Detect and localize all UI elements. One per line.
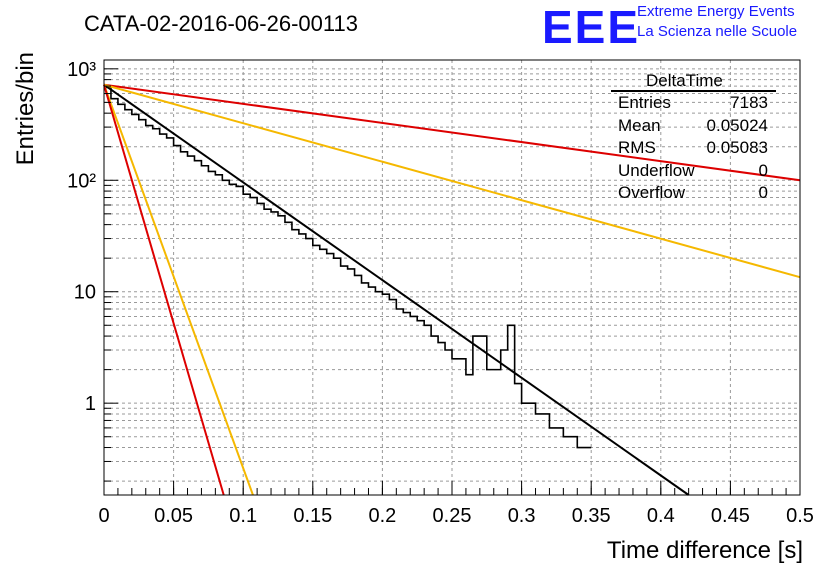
stats-row: Entries 7183	[0, 93, 836, 115]
x-tick-label: 0.3	[508, 505, 536, 527]
axis-layer: 0 0.05 0.1 0.15 0.2 0.25 0.3 0.35 0.4 0.45 0.5 1 10 1…	[67, 59, 814, 527]
y-axis-label: Entries/bin	[12, 52, 39, 165]
stats-row-label: RMS	[618, 138, 656, 157]
stats-row: RMS 0.05083	[0, 138, 836, 160]
chart-title: CATA-02-2016-06-26-00113	[84, 11, 358, 36]
x-tick-label: 0.4	[647, 505, 675, 527]
x-tick-label: 0.2	[368, 505, 396, 527]
stats-row-value: 7183	[730, 93, 768, 112]
stats-row-value: 0.05024	[706, 115, 768, 135]
stats-row-label: Overflow	[618, 183, 686, 202]
stats-row-label: Underflow	[618, 160, 695, 180]
y-tick-label: 10³	[67, 59, 96, 81]
grid-layer	[104, 60, 800, 495]
y-tick-label: 10	[74, 282, 96, 304]
stats-row: Underflow 0	[0, 161, 836, 183]
stats-row: Mean 0.05024	[0, 116, 836, 138]
stats-row-value: 0	[758, 160, 768, 180]
x-tick-label: 0.25	[433, 505, 472, 527]
eee-logo-icon: EEE	[542, 1, 641, 53]
stats-row-value: 0	[758, 183, 768, 202]
fit-curves-layer	[103, 83, 801, 496]
stats-row-label: Entries	[618, 93, 671, 112]
x-tick-label: 0.5	[786, 505, 814, 527]
x-tick-label: 0.45	[711, 505, 750, 527]
stats-row-value: 0.05083	[706, 138, 768, 157]
x-axis-label: Time difference [s]	[607, 537, 803, 564]
stats-box-title: DeltaTime	[646, 71, 723, 90]
logo-line-1: Extreme Energy Events	[637, 3, 795, 20]
stats-row: Overflow 0	[0, 183, 836, 205]
fit-curve	[103, 83, 801, 182]
logo-line-2: La Scienza nelle Scuole	[637, 23, 798, 40]
stats-row-label: Mean	[618, 115, 661, 135]
fit-curve	[103, 83, 690, 496]
fit-curve	[103, 84, 225, 496]
histogram-bins	[104, 86, 592, 449]
fit-curve	[103, 84, 254, 496]
x-tick-label: 0	[98, 505, 109, 527]
x-tick-label: 0.1	[229, 505, 257, 527]
y-tick-label: 10²	[67, 170, 96, 192]
x-tick-label: 0.15	[293, 505, 332, 527]
x-tick-label: 0.05	[154, 505, 193, 527]
fit-curve	[103, 83, 801, 279]
y-tick-label: 1	[85, 393, 96, 415]
x-tick-label: 0.35	[572, 505, 611, 527]
histogram-layer	[104, 86, 592, 449]
